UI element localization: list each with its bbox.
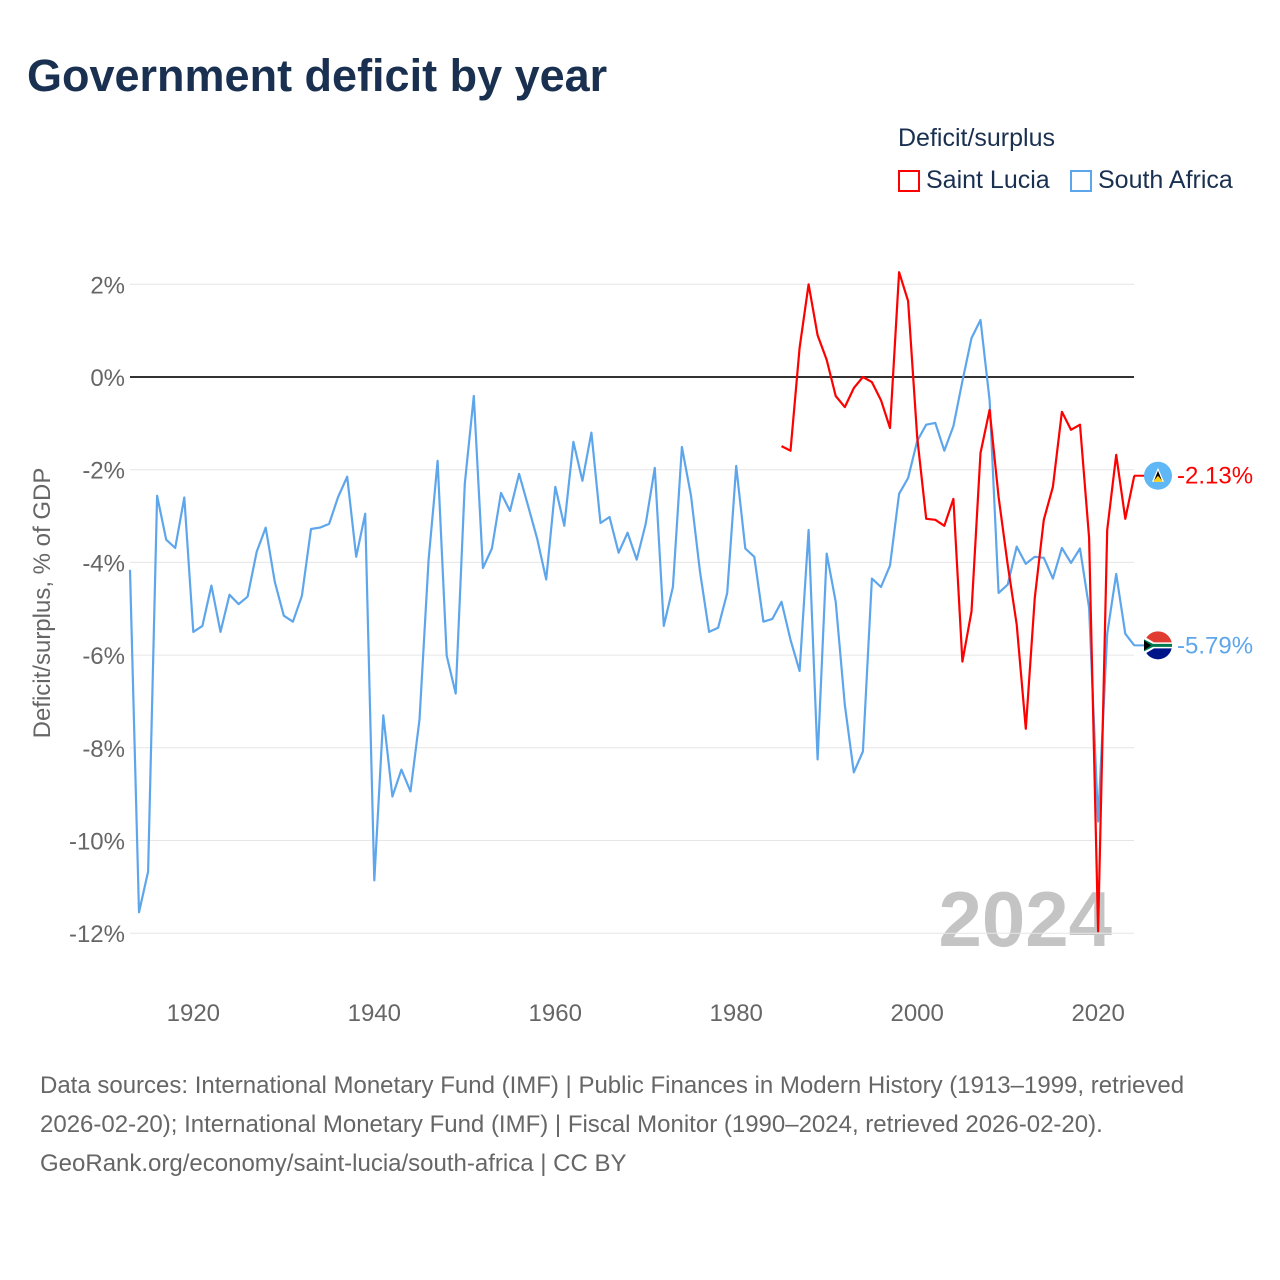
x-tick-label: 1960 — [529, 1000, 582, 1027]
saint-lucia-flag-icon — [1144, 461, 1172, 490]
year-watermark: 2024 — [938, 875, 1112, 963]
end-value-label: -2.13% — [1177, 463, 1253, 490]
legend-swatch-south-africa — [1070, 169, 1092, 192]
y-tick-label: -4% — [82, 550, 125, 577]
x-tick-label: 2000 — [890, 1000, 943, 1027]
x-tick-label: 1980 — [710, 1000, 763, 1027]
line-chart: 2024 2% 0% -2% -4% -6% -8% -10% -12% 1920 1940 1960… — [29, 271, 1253, 1027]
south-africa-flag-icon — [1144, 631, 1172, 660]
legend-swatch-saint-lucia — [898, 169, 920, 192]
chart-title: Government deficit by year — [27, 50, 608, 101]
y-axis-label: Deficit/surplus, % of GDP — [29, 468, 56, 739]
y-tick-label: -8% — [82, 736, 125, 763]
legend-title: Deficit/surplus — [898, 124, 1055, 152]
end-value-label: -5.79% — [1177, 632, 1253, 659]
y-tick-label: -12% — [69, 921, 125, 948]
legend-label: Saint Lucia — [926, 166, 1050, 194]
series-line-south-africa — [128, 318, 1136, 914]
y-tick-label: -2% — [82, 458, 125, 485]
legend-item-saint-lucia[interactable]: Saint Lucia — [898, 166, 1050, 195]
y-tick-label: -10% — [69, 829, 125, 856]
legend-item-south-africa[interactable]: South Africa — [1070, 166, 1233, 195]
y-tick-label: -6% — [82, 643, 125, 670]
x-tick-label: 2020 — [1071, 1000, 1124, 1027]
x-tick-label: 1920 — [167, 1000, 220, 1027]
source-link[interactable]: GeoRank.org/economy/saint-lucia/south-af… — [40, 1150, 627, 1177]
legend-label: South Africa — [1098, 166, 1233, 194]
series-line-saint-lucia — [780, 271, 1136, 933]
footer: Data sources: International Monetary Fun… — [40, 1066, 1240, 1183]
x-tick-label: 1940 — [348, 1000, 401, 1027]
y-tick-label: 2% — [90, 272, 125, 299]
y-tick-label: 0% — [90, 365, 125, 392]
data-sources: Data sources: International Monetary Fun… — [40, 1072, 1185, 1138]
